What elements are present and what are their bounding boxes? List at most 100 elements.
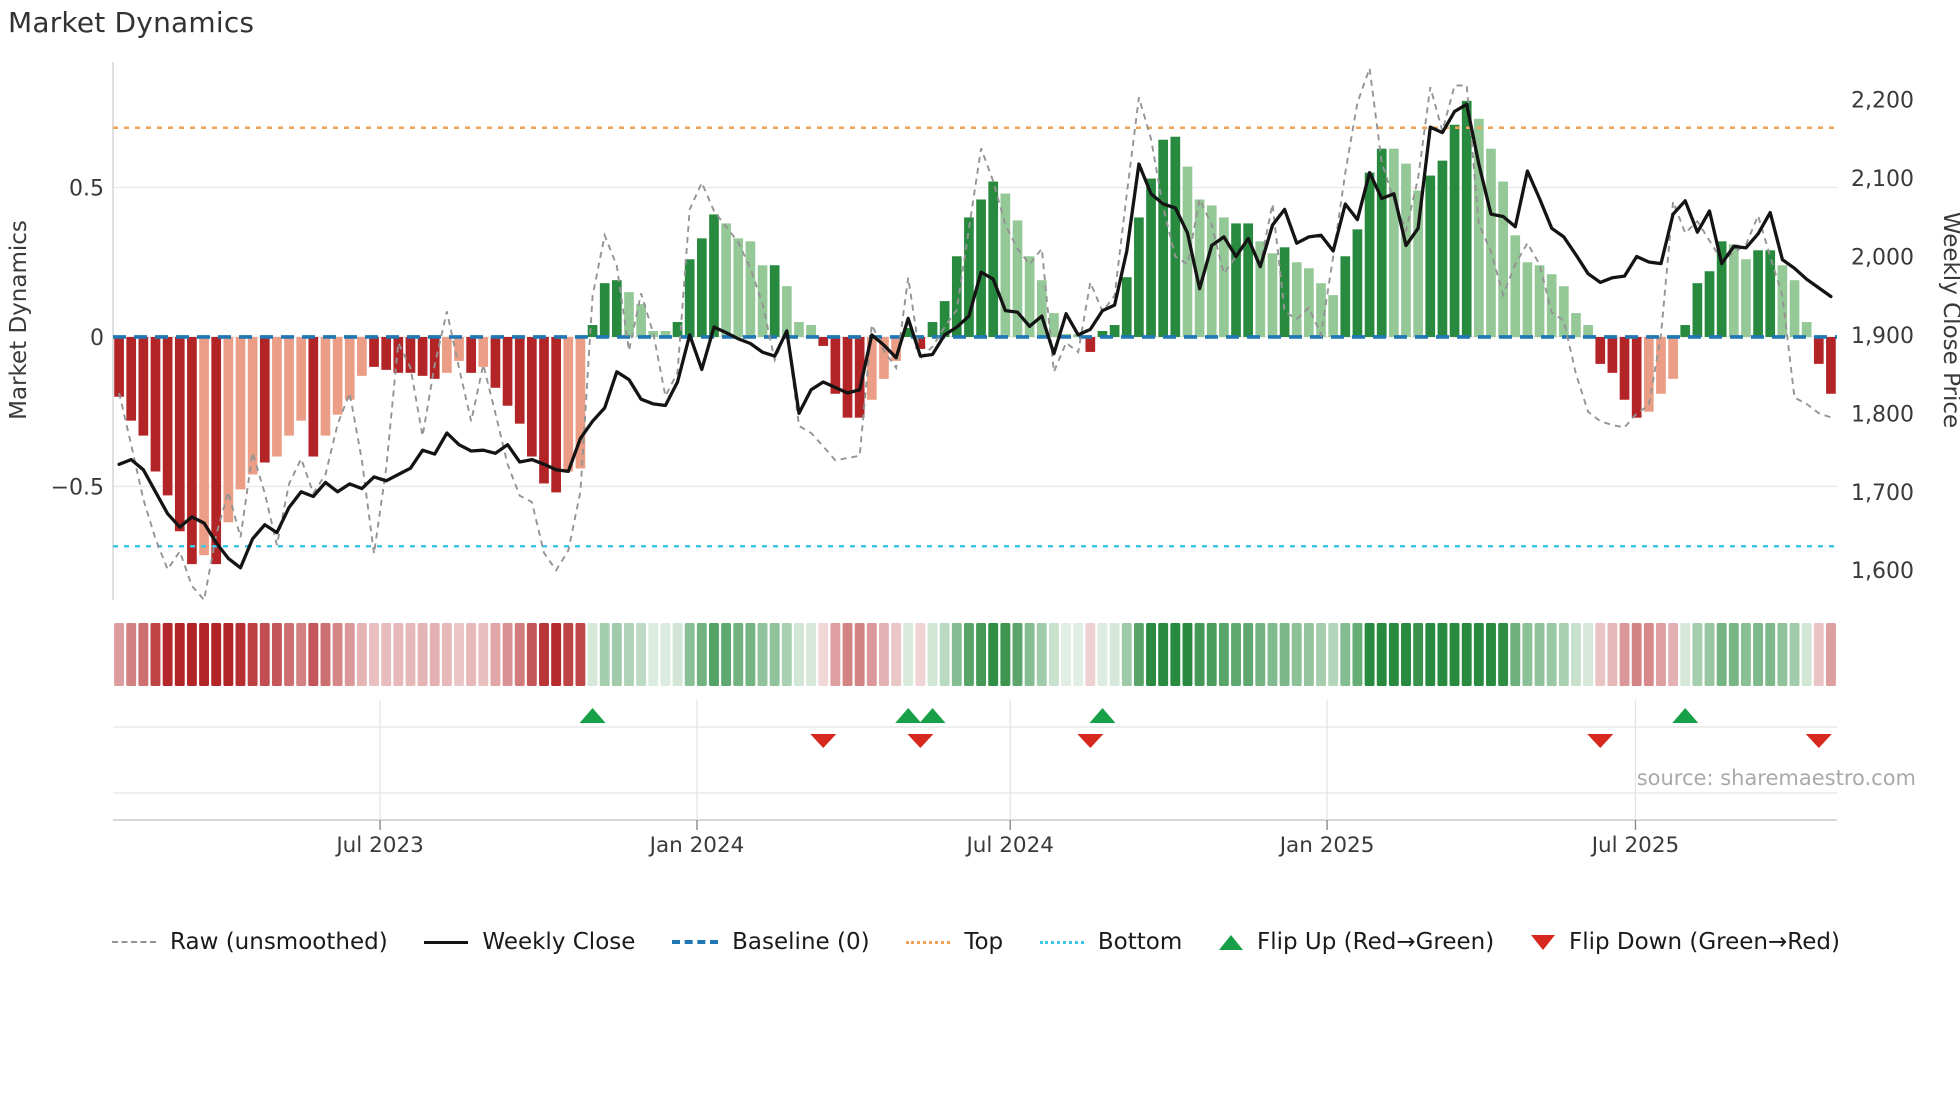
heatmap-cell	[1534, 623, 1545, 686]
heatmap-cell	[1510, 623, 1521, 686]
heatmap-cell	[806, 623, 817, 686]
right-tick-label: 2,100	[1851, 167, 1914, 192]
oscillator-bar	[757, 265, 768, 337]
oscillator-bar	[1643, 336, 1654, 412]
oscillator-bar	[1558, 286, 1569, 337]
oscillator-bar	[259, 336, 270, 463]
oscillator-bar	[272, 336, 282, 457]
oscillator-bar	[1194, 199, 1205, 337]
heatmap-cell	[599, 623, 610, 686]
oscillator-bar	[1364, 172, 1375, 337]
heatmap-cell	[1073, 623, 1084, 686]
oscillator-bar	[1316, 283, 1326, 337]
heatmap-cell	[320, 623, 331, 686]
left-tick-label: 0.5	[69, 177, 104, 202]
legend-item-top: Top	[906, 929, 1003, 955]
heatmap-cell	[466, 623, 477, 686]
right-tick-label: 2,000	[1851, 245, 1914, 270]
heatmap-cell	[866, 623, 877, 686]
heatmap-cell	[1194, 623, 1205, 686]
bottom-threshold-swatch-icon	[1039, 940, 1084, 944]
page-title: Market Dynamics	[8, 6, 255, 39]
heatmap-cell	[1401, 623, 1411, 686]
heatmap-cell	[174, 623, 185, 686]
heatmap-cell	[502, 623, 513, 686]
heatmap-cell	[1085, 623, 1096, 686]
heatmap-cell	[818, 623, 829, 686]
oscillator-bar	[806, 325, 816, 337]
heatmap-cell	[1704, 623, 1715, 686]
oscillator-bar	[1425, 175, 1436, 337]
oscillator-bar	[126, 336, 137, 421]
close-line-swatch-icon	[424, 940, 469, 944]
oscillator-bar	[174, 336, 185, 532]
x-tick-label: Jul 2023	[334, 833, 424, 858]
oscillator-bar	[794, 322, 804, 337]
oscillator-bar	[490, 336, 501, 388]
flip-up-marker-icon	[579, 708, 606, 723]
heatmap-cell	[1206, 623, 1217, 686]
oscillator-bar	[514, 336, 525, 424]
oscillator-bar	[1522, 262, 1533, 337]
heatmap-cell	[794, 623, 804, 686]
heatmap-cell	[490, 623, 501, 686]
oscillator-bar	[1304, 268, 1314, 337]
heatmap-cell	[1680, 623, 1691, 686]
legend-label: Baseline (0)	[732, 929, 870, 955]
heatmap-cell	[381, 623, 392, 686]
oscillator-bar	[709, 214, 719, 337]
oscillator-bar	[599, 283, 610, 337]
top-threshold-swatch-icon	[906, 940, 951, 944]
right-tick-label: 1,900	[1851, 324, 1914, 349]
oscillator-bar	[247, 336, 258, 475]
oscillator-bar	[976, 199, 986, 337]
oscillator-bar	[733, 238, 744, 337]
legend-item-bottom: Bottom	[1039, 929, 1183, 955]
heatmap-cell	[684, 623, 695, 686]
legend-label: Top	[964, 929, 1004, 955]
heatmap-cell	[1291, 623, 1302, 686]
oscillator-bar	[1437, 160, 1448, 337]
oscillator-bar	[114, 336, 124, 397]
oscillator-bar	[357, 336, 367, 376]
heatmap-cell	[878, 623, 889, 686]
heatmap-cell	[1498, 623, 1509, 686]
heatmap-cell	[1753, 623, 1764, 686]
oscillator-bar	[1765, 250, 1776, 337]
heatmap-cell	[259, 623, 270, 686]
flip-down-marker-icon	[1077, 734, 1104, 748]
oscillator-bar	[344, 336, 355, 400]
heatmap-cell	[1825, 623, 1836, 686]
heatmap-cell	[769, 623, 780, 686]
heatmap-cell	[781, 623, 792, 686]
oscillator-bar	[1753, 250, 1763, 337]
heatmap-cell	[891, 623, 902, 686]
oscillator-bar	[1134, 217, 1144, 337]
heatmap-cell	[199, 623, 210, 686]
right-tick-label: 1,800	[1851, 402, 1914, 427]
heatmap-cell	[563, 623, 574, 686]
heatmap-cell	[1558, 623, 1569, 686]
oscillator-bar	[1012, 220, 1023, 337]
oscillator-bar	[842, 336, 853, 418]
oscillator-bar	[1571, 313, 1581, 337]
oscillator-bar	[1741, 259, 1751, 337]
heatmap-cell	[1048, 623, 1059, 686]
oscillator-bar	[393, 336, 404, 373]
heatmap-cell	[332, 623, 343, 686]
oscillator-bar	[296, 336, 307, 421]
legend-label: Bottom	[1097, 929, 1183, 955]
heatmap-cell	[1182, 623, 1193, 686]
oscillator-bar	[927, 322, 938, 337]
raw-line	[118, 67, 1832, 603]
oscillator-bar	[1595, 336, 1606, 364]
heatmap-cell	[1728, 623, 1739, 686]
oscillator-bar	[696, 238, 707, 337]
legend-item-baseline: Baseline (0)	[672, 929, 870, 955]
oscillator-bar	[672, 322, 683, 337]
heatmap-cell	[842, 623, 853, 686]
oscillator-bar	[1328, 295, 1339, 337]
flip-up-marker-icon	[919, 708, 946, 723]
heatmap-cell	[551, 623, 562, 686]
oscillator-bar	[1668, 336, 1678, 379]
